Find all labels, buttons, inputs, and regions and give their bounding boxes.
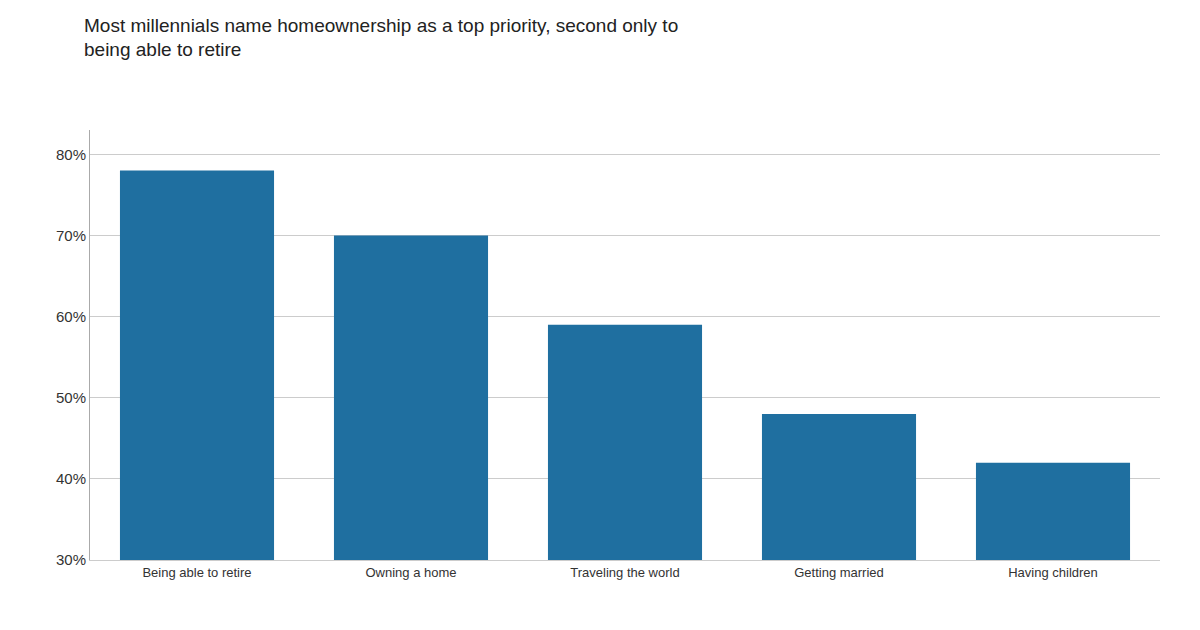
svg-text:30%: 30% [56,551,86,568]
svg-text:Getting married: Getting married [794,565,884,580]
svg-text:Owning a home: Owning a home [365,565,456,580]
svg-text:Having children: Having children [1008,565,1098,580]
svg-text:Traveling the world: Traveling the world [570,565,679,580]
svg-text:40%: 40% [56,470,86,487]
svg-text:60%: 60% [56,308,86,325]
svg-text:50%: 50% [56,389,86,406]
svg-text:Most millennials name homeowne: Most millennials name homeownership as a… [84,15,678,61]
svg-text:Being able to retire: Being able to retire [142,565,251,580]
svg-text:70%: 70% [56,227,86,244]
svg-text:80%: 80% [56,146,86,163]
